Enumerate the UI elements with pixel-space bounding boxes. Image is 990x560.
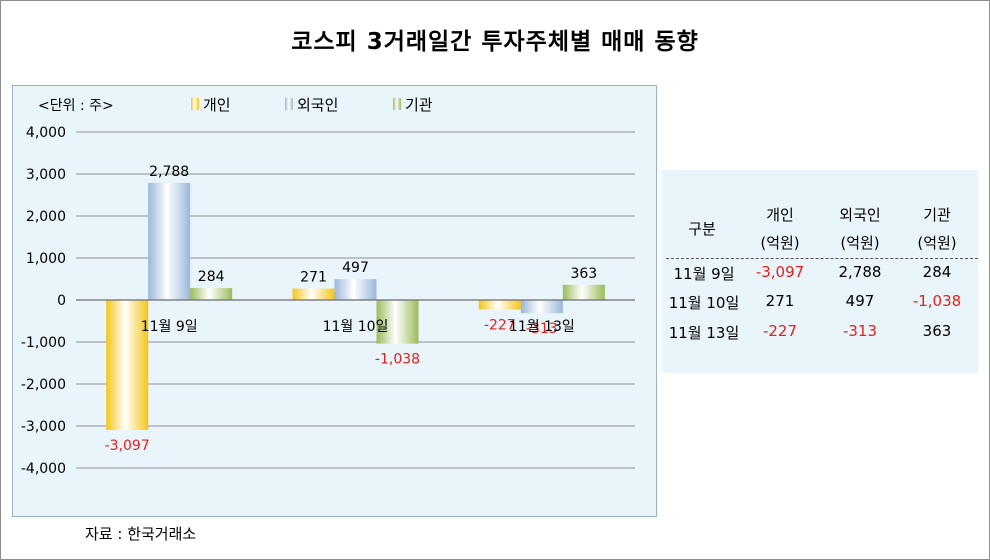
y-tick-label: 0 [57,293,66,309]
table-cell: -3,097 [755,263,805,281]
data-label: 363 [570,266,597,282]
table-row-label: 11월 9일 [673,265,735,283]
y-tick-label: 3,000 [26,167,66,183]
data-label: 284 [198,269,225,285]
bar-외국인-2 [520,300,563,314]
table-cell: -227 [762,322,798,340]
y-tick-label: -2,000 [21,377,66,393]
table-cell: -313 [842,322,878,340]
y-tick-label: -1,000 [21,335,66,351]
legend-label: 기관 [405,96,433,114]
bar-개인-0 [106,300,149,431]
y-tick-label: -3,000 [21,419,66,435]
table-header-institution-unit: (억원) [917,234,957,252]
table-cell: 497 [845,292,875,310]
table-cell: 2,788 [838,263,882,281]
source-note: 자료 : 한국거래소 [85,525,197,543]
bar-개인-1 [292,288,335,300]
table-cell: 284 [922,263,952,281]
bar-외국인-0 [148,182,191,300]
table-header-institution: 기관 [923,206,951,224]
table-header-label: 구분 [688,220,716,238]
x-category-label: 11월 10일 [323,319,389,335]
table-header-individual: 개인 [766,206,794,224]
legend-swatch-외국인 [285,98,293,110]
x-category-label: 11월 13일 [509,319,575,335]
table-header-foreign-unit: (억원) [840,234,880,252]
data-label: -3,097 [105,438,150,454]
data-label: 2,788 [149,164,189,180]
legend-label: 외국인 [297,96,338,114]
data-label: 497 [342,260,369,276]
data-label: -1,038 [375,352,420,368]
table-header-separator [666,258,978,259]
y-tick-label: 2,000 [26,209,66,225]
table-row-label: 11월 10일 [668,294,740,312]
legend-label: 개인 [203,96,231,114]
page-title: 코스피 3거래일간 투자주체별 매매 동향 [291,29,699,55]
data-table: 구분 개인 (억원) 외국인 (억원) 기관 (억원) 11월 9일 -3,09… [662,170,978,373]
bar-개인-2 [478,300,521,310]
y-tick-label: -4,000 [21,461,66,477]
legend-swatch-개인 [191,98,199,110]
data-label: 271 [300,270,327,286]
table-cell: 363 [922,322,952,340]
y-tick-label: 4,000 [26,125,66,141]
bar-기관-0 [190,288,233,300]
bar-외국인-1 [334,279,377,300]
table-header-foreign: 외국인 [839,206,881,224]
table-cell: -1,038 [912,292,962,310]
unit-label: <단위 : 주> [38,98,114,114]
table-header-individual-unit: (억원) [760,234,800,252]
data-label: -227 [484,318,516,334]
legend-swatch-기관 [393,98,401,110]
bar-chart: 4,000 3,000 2,000 1,000 0 -1,000 -2,000 -3,000 -… [21,96,635,477]
table-cell: 271 [765,292,795,310]
chart-panel: 4,000 3,000 2,000 1,000 0 -1,000 -2,000 -3,000 -… [12,85,657,517]
bar-기관-2 [562,284,605,300]
data-label: -313 [526,321,558,337]
x-category-label: 11월 9일 [141,319,198,335]
bar-기관-1 [376,300,419,344]
y-tick-label: 1,000 [26,251,66,267]
table-row-label: 11월 13일 [668,324,740,342]
